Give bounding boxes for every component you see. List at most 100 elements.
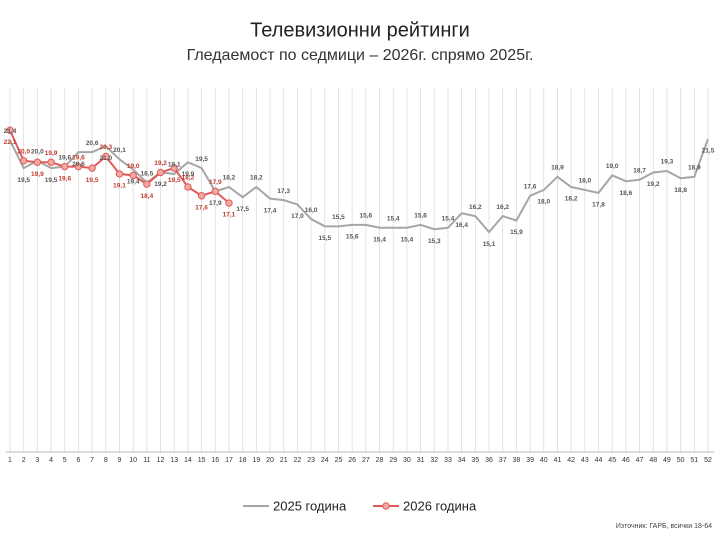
data-label: 19,6 (58, 154, 71, 161)
data-label: 18,8 (674, 187, 687, 194)
x-tick-label: 29 (389, 457, 397, 464)
marker (6, 126, 14, 134)
marker (33, 158, 42, 166)
x-tick-label: 16 (211, 457, 219, 464)
marker (184, 183, 192, 191)
x-tick-label: 48 (649, 457, 657, 464)
x-tick-label: 1 (8, 457, 12, 464)
data-label: 15,5 (332, 214, 345, 221)
data-label: 15,3 (428, 238, 441, 245)
x-tick-label: 14 (184, 457, 192, 464)
x-tick-label: 6 (76, 457, 80, 464)
x-tick-label: 43 (581, 457, 589, 464)
x-tick-label: 49 (663, 457, 671, 464)
x-tick-label: 26 (348, 457, 356, 464)
x-tick-label: 12 (157, 457, 165, 464)
data-label: 19,4 (127, 178, 140, 185)
marker (129, 171, 137, 180)
x-tick-label: 27 (362, 457, 370, 464)
data-label: 19,6 (72, 154, 85, 161)
x-tick-label: 36 (485, 457, 493, 464)
data-label: 20,6 (86, 140, 99, 147)
x-tick-label: 8 (104, 457, 108, 464)
data-label: 19,5 (86, 177, 99, 184)
x-tick-label: 50 (677, 457, 685, 464)
data-label: 20,0 (17, 149, 30, 156)
data-label: 17,4 (264, 207, 277, 214)
data-label: 15,4 (373, 236, 386, 243)
x-tick-label: 15 (198, 457, 206, 464)
data-label: 19,5 (168, 177, 181, 184)
data-label: 20,6 (72, 161, 85, 168)
x-tick-label: 9 (118, 457, 122, 464)
marker (102, 152, 110, 161)
data-label: 19,2 (154, 160, 167, 167)
data-label: 18,0 (578, 178, 591, 185)
data-label: 19,5 (17, 177, 30, 184)
x-tick-label: 35 (471, 457, 479, 464)
x-tick-label: 38 (512, 457, 520, 464)
data-label: 17,6 (195, 204, 208, 211)
x-tick-label: 20 (266, 457, 274, 464)
data-label: 18,2 (223, 175, 236, 182)
x-tick-label: 13 (170, 457, 178, 464)
x-tick-label: 47 (636, 457, 644, 464)
line (9, 138, 709, 234)
x-tick-label: 42 (567, 457, 575, 464)
data-label: 21,4 (4, 128, 17, 135)
chart-title: Телевизионни рейтинги (250, 19, 470, 41)
x-tick-label: 51 (690, 457, 698, 464)
data-label: 18,5 (141, 170, 154, 177)
data-label: 18,4 (141, 193, 154, 200)
data-label: 15,6 (414, 213, 427, 220)
x-tick-label: 33 (444, 457, 452, 464)
data-label: 15,6 (360, 213, 373, 220)
plot (6, 126, 709, 234)
x-tick-label: 3 (35, 457, 39, 464)
marker (61, 162, 69, 171)
marker (170, 164, 178, 172)
x-tick-label: 17 (225, 457, 233, 464)
data-label: 17,9 (209, 179, 222, 186)
data-label: 15,4 (401, 236, 414, 243)
data-label: 16,2 (469, 204, 482, 211)
x-tick-label: 32 (430, 457, 438, 464)
x-tick-label: 46 (622, 457, 630, 464)
x-tick-label: 40 (540, 457, 548, 464)
marker (156, 168, 165, 177)
data-label: 17,8 (592, 202, 605, 209)
data-label: 19,1 (168, 162, 181, 169)
x-tick-label: 37 (499, 457, 507, 464)
x-tick-label: 44 (595, 457, 603, 464)
data-label: 22,1 (4, 139, 17, 146)
x-tick-label: 10 (129, 457, 137, 464)
data-label: 18,9 (688, 165, 701, 172)
marker (197, 192, 206, 200)
data-label: 18,2 (565, 196, 578, 203)
data-label: 17,1 (223, 212, 236, 219)
x-tick-label: 21 (280, 457, 288, 464)
x-tick-label: 45 (608, 457, 616, 464)
x-tick-label: 25 (335, 457, 343, 464)
data-label: 16,4 (455, 222, 468, 229)
data-label: 18,6 (620, 190, 633, 197)
x-tick-label: 24 (321, 457, 329, 464)
data-label: 21,5 (702, 148, 715, 155)
data-label: 15,4 (442, 215, 455, 222)
data-label: 17,6 (524, 183, 537, 190)
legend-label: 2025 година (273, 498, 347, 513)
data-label: 19,2 (154, 181, 167, 188)
chart-subtitle: Гледаемост по седмици – 2026г. спрямо 20… (187, 47, 534, 64)
data-label: 18,0 (537, 199, 550, 206)
marker (47, 158, 55, 166)
data-label: 17,0 (291, 213, 304, 220)
marker (143, 180, 151, 188)
x-tick-label: 7 (90, 457, 94, 464)
x-tick-label: 19 (252, 457, 260, 464)
x-tick-label: 5 (63, 457, 67, 464)
x-tick-label: 11 (143, 457, 150, 464)
data-label: 15,6 (346, 234, 359, 241)
x-tick-label: 2 (22, 457, 26, 464)
data-label: 19,9 (31, 171, 44, 178)
x-tick-label: 28 (376, 457, 384, 464)
